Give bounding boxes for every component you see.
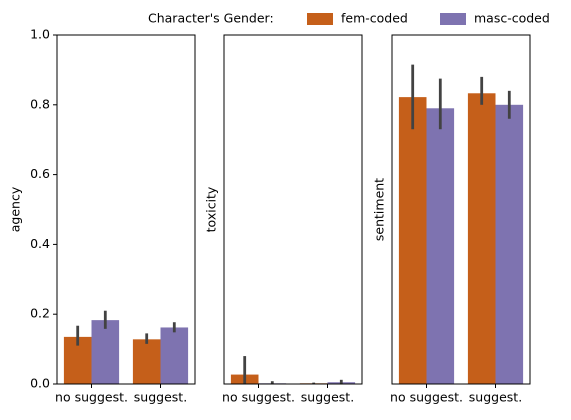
legend-label: fem-coded <box>341 11 408 26</box>
y-axis-label: sentiment <box>372 178 387 241</box>
plot-frame <box>56 34 196 385</box>
y-axis-label: agency <box>8 186 23 232</box>
bar <box>495 104 524 385</box>
x-tick-label: no suggest. <box>55 390 128 405</box>
y-axis-label: toxicity <box>204 186 219 232</box>
x-tick-label: suggest. <box>469 390 522 405</box>
plot-frame <box>223 34 363 385</box>
y-tick-label: 0.8 <box>30 96 50 111</box>
legend-swatch <box>307 13 333 25</box>
bar <box>160 327 189 384</box>
legend-label: masc-coded <box>474 11 550 26</box>
legend-title: Character's Gender: <box>148 11 274 26</box>
bar <box>467 93 496 385</box>
bar <box>398 97 427 384</box>
bar <box>91 320 120 384</box>
y-tick-label: 1.0 <box>30 27 50 42</box>
bar <box>132 339 161 384</box>
y-tick-label: 0.2 <box>30 306 50 321</box>
legend-swatch <box>440 13 466 25</box>
bar <box>426 108 455 384</box>
x-tick-label: no suggest. <box>390 390 463 405</box>
x-tick-label: suggest. <box>134 390 187 405</box>
plot-frame <box>391 34 531 385</box>
x-tick-label: suggest. <box>301 390 354 405</box>
y-tick-label: 0.0 <box>30 376 50 391</box>
x-tick-label: no suggest. <box>222 390 295 405</box>
y-tick-label: 0.4 <box>30 236 50 251</box>
y-tick-label: 0.6 <box>30 166 50 181</box>
